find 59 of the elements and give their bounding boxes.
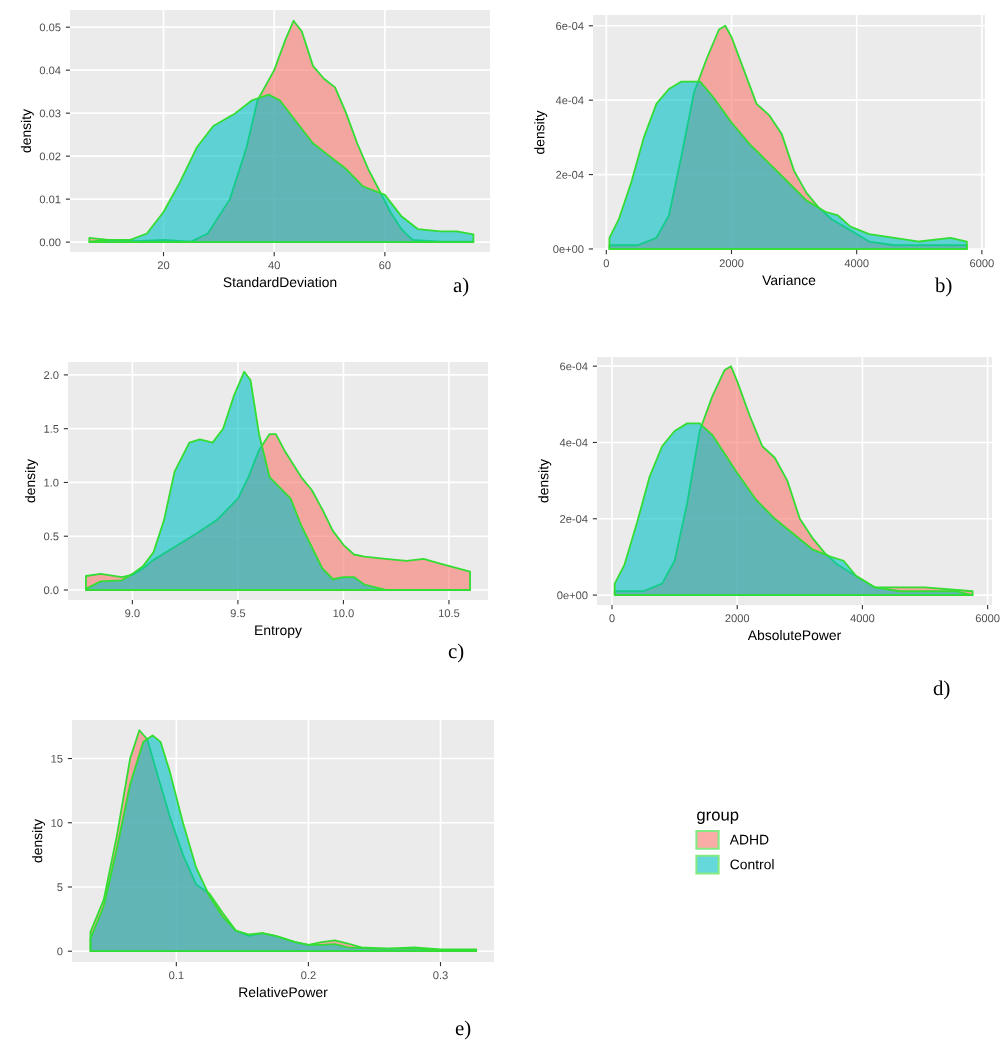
y-tick-label: 0.01 xyxy=(39,195,61,204)
x-tick-label: 0.2 xyxy=(301,971,316,980)
x-tick-label: 10.5 xyxy=(438,609,460,618)
y-tick-label: 2.0 xyxy=(44,371,59,380)
x-axis-title: Variance xyxy=(762,274,816,286)
y-tick-label: 2e-04 xyxy=(560,515,588,523)
y-tick-label: 10 xyxy=(51,819,63,827)
x-tick-label: 2000 xyxy=(725,614,750,623)
y-tick-label: 1.0 xyxy=(44,478,59,487)
y-axis-title: density xyxy=(534,110,548,154)
y-tick-label: 6e-04 xyxy=(556,22,584,30)
x-tick-label: 9.5 xyxy=(230,609,246,618)
x-tick-label: 40 xyxy=(268,261,280,270)
y-tick-label: 0.0 xyxy=(43,586,59,595)
y-tick-label: 0e+00 xyxy=(553,245,584,254)
y-axis-title: density xyxy=(32,819,46,863)
y-tick-label: 0e+00 xyxy=(557,591,588,600)
x-tick-label: 0 xyxy=(609,614,615,623)
x-axis-title: StandardDeviation xyxy=(223,276,337,288)
x-axis-title: AbsolutePower xyxy=(747,629,841,641)
y-tick-label: 0.02 xyxy=(39,152,61,161)
y-tick-label: 4e-04 xyxy=(559,438,588,447)
x-tick-label: 4000 xyxy=(844,259,869,268)
x-tick-label: 0 xyxy=(603,259,609,268)
y-tick-label: 6e-04 xyxy=(560,362,588,371)
y-tick-label: 0.00 xyxy=(39,238,61,247)
y-tick-label: 0.03 xyxy=(39,109,61,118)
x-axis-title: RelativePower xyxy=(239,986,328,998)
legend-label: Control xyxy=(730,859,774,870)
x-tick-label: 20 xyxy=(157,261,170,270)
x-tick-label: 0.1 xyxy=(169,971,184,980)
text: c) xyxy=(448,643,464,663)
x-tick-label: 10.0 xyxy=(333,609,354,618)
text: b) xyxy=(935,277,952,297)
y-tick-label: 4e-04 xyxy=(555,96,584,105)
y-tick-label: 0.05 xyxy=(39,23,61,32)
y-tick-label: 1.5 xyxy=(44,425,59,433)
text: e) xyxy=(455,1020,471,1040)
text: a) xyxy=(453,277,469,297)
x-tick-label: 0.3 xyxy=(433,971,448,980)
text: d) xyxy=(933,680,950,700)
x-tick-label: 60 xyxy=(379,261,391,270)
x-tick-label: 6000 xyxy=(970,259,994,268)
y-axis-title: density xyxy=(20,109,34,153)
x-tick-label: 6000 xyxy=(975,614,1000,623)
y-tick-label: 0 xyxy=(57,947,63,956)
x-tick-label: 4000 xyxy=(850,614,875,623)
y-tick-label: 5 xyxy=(57,883,63,892)
x-axis-title: Entropy xyxy=(255,625,302,638)
legend-label: ADHD xyxy=(729,834,769,845)
legend-title: group xyxy=(697,811,739,824)
y-axis-title: density xyxy=(538,459,552,503)
y-axis-title: density xyxy=(25,459,38,503)
y-tick-label: 2e-04 xyxy=(556,170,584,179)
x-tick-label: 2000 xyxy=(719,259,744,268)
y-tick-label: 0.04 xyxy=(39,66,61,75)
x-tick-label: 9.0 xyxy=(125,609,140,618)
y-tick-label: 0.5 xyxy=(43,532,59,541)
y-tick-label: 15 xyxy=(51,754,63,763)
